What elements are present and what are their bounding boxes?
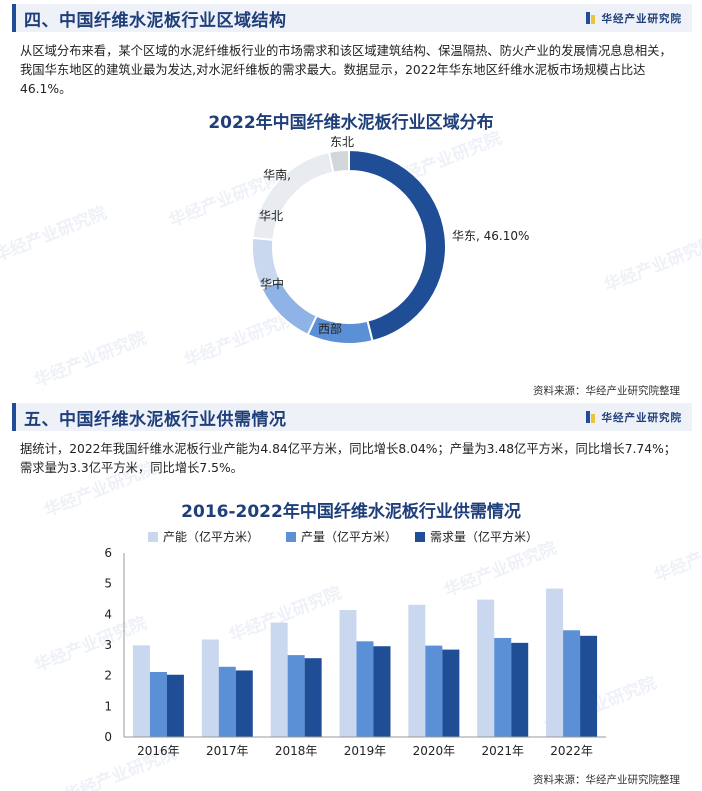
bar-2022年-1 xyxy=(563,630,581,737)
y-tick-label: 3 xyxy=(104,638,112,652)
bar-2019年-0 xyxy=(339,610,357,737)
bar-2016年-2 xyxy=(166,674,184,737)
section4-header: 四、中国纤维水泥板行业区域结构 华经产业研究院 xyxy=(12,4,692,32)
y-tick-label: 2 xyxy=(104,669,112,683)
bar-2018年-0 xyxy=(270,622,288,737)
x-tick-label: 2016年 xyxy=(137,744,180,758)
section5-logo: 华经产业研究院 xyxy=(585,410,683,425)
x-tick-label: 2019年 xyxy=(344,744,387,758)
bar-2020年-0 xyxy=(408,604,426,737)
bar-2019年-2 xyxy=(373,646,391,737)
x-tick-label: 2017年 xyxy=(206,744,249,758)
section4-title: 四、中国纤维水泥板行业区域结构 xyxy=(24,10,287,31)
y-tick-label: 5 xyxy=(104,577,112,591)
bar-2018年-1 xyxy=(287,655,305,737)
legend-swatch xyxy=(415,532,425,542)
y-tick-label: 1 xyxy=(104,699,112,713)
donut-chart: 华东, 46.10% 西部 华中 华北 华南, 东北 xyxy=(251,135,529,345)
x-tick-label: 2018年 xyxy=(275,744,318,758)
x-tick-label: 2022年 xyxy=(550,744,593,758)
x-tick-label: 2020年 xyxy=(413,744,456,758)
logo-text: 华经产业研究院 xyxy=(601,12,682,25)
bar-2016年-1 xyxy=(149,671,167,737)
pie-label: 华南, xyxy=(263,167,291,182)
bar-chart-title: 2016-2022年中国纤维水泥板行业供需情况 xyxy=(181,502,521,522)
pie-label: 华北 xyxy=(259,209,283,223)
bar-2017年-0 xyxy=(201,639,219,737)
pie-slice-东北 xyxy=(327,148,350,174)
logo-icon xyxy=(585,411,596,423)
y-tick-label: 6 xyxy=(104,546,112,560)
section5-title: 五、中国纤维水泥板行业供需情况 xyxy=(24,409,287,430)
section4-paragraph: 从区域分布来看，某个区域的水泥纤维板行业的市场需求和该区域建筑结构、保温隔热、防… xyxy=(20,44,672,96)
section5-header: 五、中国纤维水泥板行业供需情况 华经产业研究院 xyxy=(12,403,692,431)
logo-text: 华经产业研究院 xyxy=(601,411,682,424)
legend-label: 产能（亿平方米） xyxy=(163,529,259,544)
section5-paragraph: 据统计，2022年我国纤维水泥板行业产能为4.84亿平方米，同比增长8.04%；… xyxy=(20,442,677,475)
x-tick-label: 2021年 xyxy=(481,744,524,758)
pie-label: 华东, 46.10% xyxy=(452,229,529,243)
y-tick-label: 4 xyxy=(104,607,112,621)
bar-2016年-0 xyxy=(132,645,150,737)
pie-label: 华中 xyxy=(260,276,284,291)
logo-icon xyxy=(585,12,596,24)
bar-2020年-1 xyxy=(425,645,443,737)
bar-2021年-1 xyxy=(494,637,512,737)
pie-label: 东北 xyxy=(330,135,354,149)
bar-2018年-2 xyxy=(304,658,322,737)
bar-2017年-1 xyxy=(218,666,236,737)
pie-slice-华南 xyxy=(251,150,335,241)
section4-source: 资料来源：华经产业研究院整理 xyxy=(533,385,680,397)
legend-swatch xyxy=(148,532,158,542)
bar-2020年-2 xyxy=(442,649,460,737)
bar-2021年-0 xyxy=(477,599,495,737)
bar-2019年-1 xyxy=(356,641,374,737)
pie-chart-title: 2022年中国纤维水泥板行业区域分布 xyxy=(208,113,494,133)
legend-swatch xyxy=(286,532,296,542)
section4-logo: 华经产业研究院 xyxy=(585,11,683,26)
legend-label: 产量（亿平方米） xyxy=(301,529,397,544)
bar-chart: 产能（亿平方米） 产量（亿平方米） 需求量（亿平方米） 0 1 2 3 4 5 6 2016年 201… xyxy=(104,529,606,758)
bar-2021年-2 xyxy=(511,642,529,737)
pie-label: 西部 xyxy=(318,321,342,336)
bar-2017年-2 xyxy=(235,670,253,737)
section5-source: 资料来源：华经产业研究院整理 xyxy=(533,774,680,786)
bar-2022年-0 xyxy=(546,588,564,737)
pie-slice-华东 xyxy=(348,148,447,343)
y-tick-label: 0 xyxy=(104,730,112,744)
bar-2022年-2 xyxy=(580,635,598,737)
legend-label: 需求量（亿平方米） xyxy=(430,529,538,544)
